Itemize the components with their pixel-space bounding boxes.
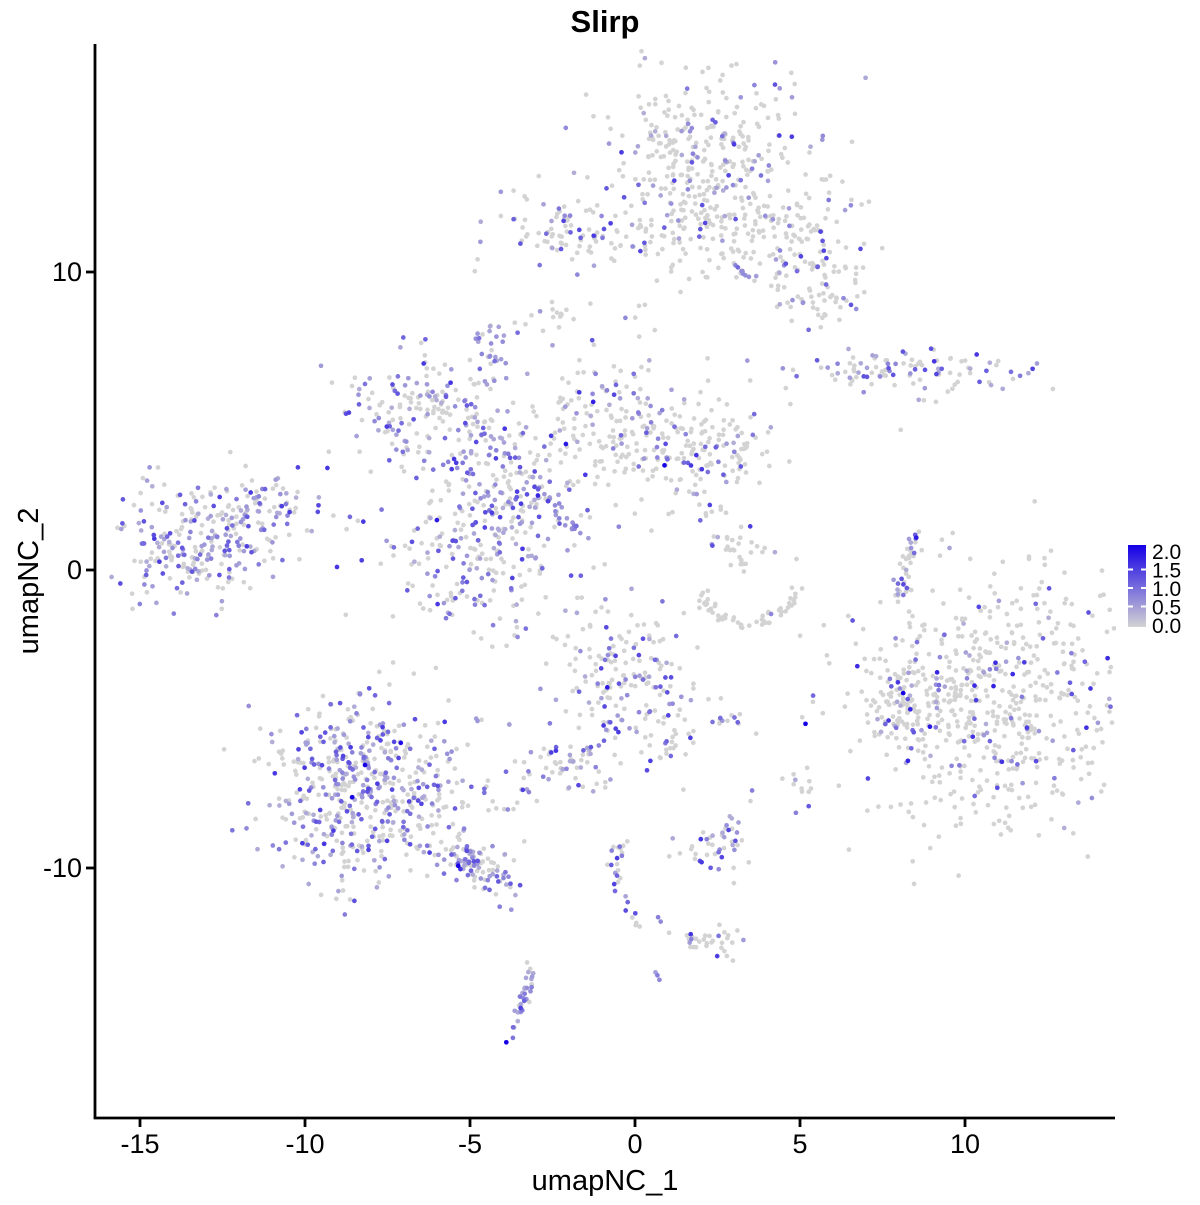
legend: 2.01.51.00.50.0: [1128, 541, 1181, 638]
x-tick-label: -5: [458, 1129, 482, 1159]
y-tick-label: 10: [52, 257, 82, 287]
y-axis-label: umapNC_2: [13, 508, 45, 655]
x-tick-label: -10: [285, 1129, 324, 1159]
x-tick-label: -15: [120, 1129, 159, 1159]
legend-colorbar: [1128, 545, 1146, 627]
legend-tick-label: 1.0: [1152, 578, 1181, 601]
legend-tick-label: 0.0: [1152, 615, 1181, 638]
legend-tick-label: 0.5: [1152, 597, 1181, 620]
points-layer: [109, 48, 1116, 1045]
plot-title: Slirp: [571, 4, 640, 39]
y-tick-label: -10: [43, 853, 82, 883]
x-tick-label: 10: [950, 1129, 980, 1159]
y-tick-label: 0: [67, 555, 82, 585]
x-axis-ticks: -15 -10 -5 0 5 10: [120, 1118, 980, 1159]
legend-tick-label: 1.5: [1152, 560, 1181, 583]
legend-labels: 2.01.51.00.50.0: [1152, 541, 1181, 638]
x-axis-label: umapNC_1: [532, 1165, 679, 1197]
x-tick-label: 0: [627, 1129, 642, 1159]
y-axis-ticks: 10 0 -10: [43, 257, 95, 883]
legend-tick-label: 2.0: [1152, 541, 1181, 564]
legend-ticks: [1128, 568, 1146, 608]
x-tick-label: 5: [792, 1129, 807, 1159]
